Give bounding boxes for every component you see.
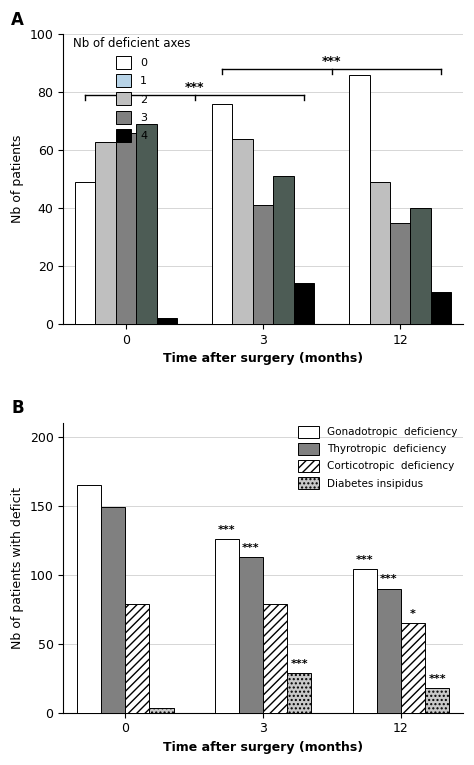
Bar <box>425 688 449 713</box>
Text: ***: *** <box>380 575 398 584</box>
Bar <box>156 318 177 324</box>
Bar <box>149 708 173 713</box>
Bar <box>401 623 425 713</box>
Bar <box>95 142 116 324</box>
Text: ***: *** <box>218 525 236 535</box>
Text: ***: *** <box>322 55 341 68</box>
Text: ***: *** <box>356 555 374 565</box>
X-axis label: Time after surgery (months): Time after surgery (months) <box>163 741 363 754</box>
Bar <box>287 672 311 713</box>
Bar <box>263 604 287 713</box>
Text: ***: *** <box>428 674 446 684</box>
X-axis label: Time after surgery (months): Time after surgery (months) <box>163 352 363 365</box>
Bar <box>75 182 95 324</box>
Bar <box>136 124 156 324</box>
Bar <box>125 604 149 713</box>
Bar <box>377 588 401 713</box>
Bar <box>212 104 232 324</box>
Bar <box>239 557 263 713</box>
Text: A: A <box>11 11 24 28</box>
Bar <box>370 182 390 324</box>
Y-axis label: Nb of patients with deficit: Nb of patients with deficit <box>11 487 24 649</box>
Bar <box>410 208 431 324</box>
Legend: Gonadotropic  deficiency, Thyrotropic  deficiency, Corticotropic  deficiency, Di: Gonadotropic deficiency, Thyrotropic def… <box>298 425 458 490</box>
Text: *: * <box>410 609 416 619</box>
Bar <box>116 133 136 324</box>
Bar <box>77 485 101 713</box>
Bar <box>294 283 314 324</box>
Bar <box>353 569 377 713</box>
Bar <box>232 138 253 324</box>
Bar <box>253 205 273 324</box>
Bar <box>273 176 294 324</box>
Text: ***: *** <box>291 659 308 669</box>
Y-axis label: Nb of patients: Nb of patients <box>11 135 24 223</box>
Legend: 0, 1, 2, 3, 4: 0, 1, 2, 3, 4 <box>73 37 191 142</box>
Bar <box>390 223 410 324</box>
Bar <box>215 539 239 713</box>
Text: ***: *** <box>185 81 204 94</box>
Bar <box>349 75 370 324</box>
Bar <box>431 292 451 324</box>
Bar <box>101 507 125 713</box>
Text: B: B <box>11 399 24 418</box>
Text: ***: *** <box>242 542 260 553</box>
